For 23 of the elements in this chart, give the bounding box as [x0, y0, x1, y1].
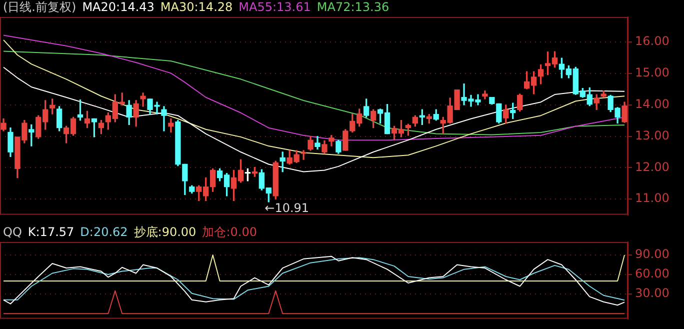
y-tick-label: 60.00	[635, 266, 670, 281]
text: MA72:13.36	[316, 0, 390, 14]
y-tick-label: 12.00	[635, 160, 670, 174]
y-tick-label: 16.00	[635, 34, 670, 48]
text: K:17.57	[28, 225, 74, 239]
text: MA20:14.43	[82, 0, 154, 14]
candlestick	[300, 150, 306, 160]
y-tick-label: 90.00	[635, 247, 670, 262]
text: D:20.62	[80, 225, 128, 239]
series-label: 抄底:90.00	[134, 225, 196, 239]
chart-title: QQ	[3, 225, 22, 239]
y-tick-label: 30.00	[635, 286, 670, 300]
y-tick-label: 11.00	[635, 191, 670, 206]
candlestick	[161, 106, 167, 132]
text: 加仓:0.00	[202, 225, 257, 239]
text: MA30:14.28	[160, 0, 233, 14]
y-tick-label: 13.00	[635, 128, 670, 142]
y-tick-label: 14.00	[635, 97, 670, 112]
text: MA55:13.61	[238, 0, 311, 14]
y-tick-label: 15.00	[635, 66, 670, 80]
chart-title: (日线.前复权)	[3, 0, 76, 14]
annotation: ←10.91	[264, 201, 310, 216]
candlestick	[140, 92, 146, 107]
